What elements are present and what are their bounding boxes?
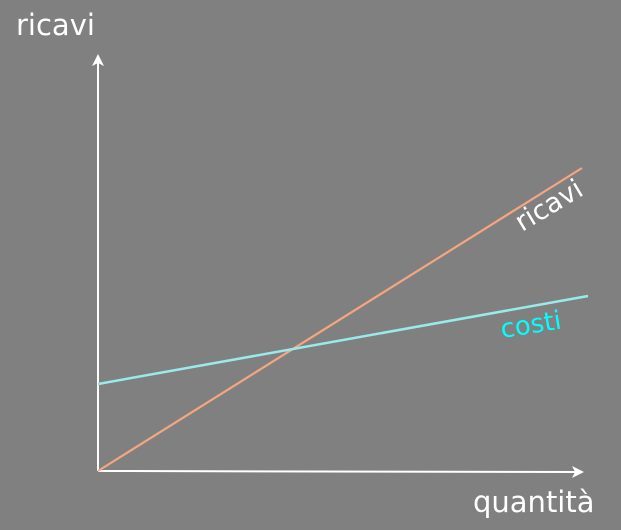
ricavi-line [97,167,583,472]
ricavi-line-label: ricavi [510,174,589,238]
x-axis [97,465,584,478]
x-axis-label: quantità [473,485,595,519]
y-axis-label: ricavi [16,8,95,42]
costi-line [97,294,589,386]
